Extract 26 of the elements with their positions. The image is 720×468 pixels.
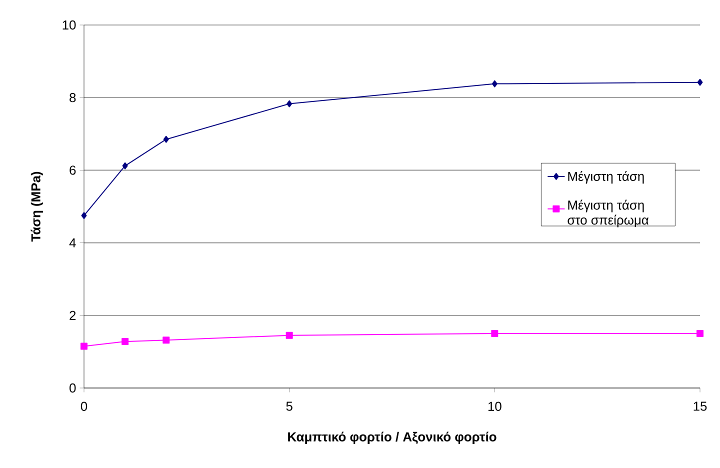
legend-label: Μέγιστη τάση [568,171,644,184]
point [122,338,129,346]
point [80,342,88,350]
point [697,78,703,86]
point [492,80,498,88]
y-tick-label: 10 [62,20,76,30]
y-tick-label: 0 [70,383,76,393]
x-tick-label: 10 [488,402,502,411]
point [491,330,498,338]
x-axis-title: Καμπτικό φορτίο / Αξονικό φορτίο [288,432,496,444]
point [81,212,87,220]
point [162,336,170,344]
x-tick-label: 0 [80,402,88,411]
y-tick-label: 2 [70,310,76,320]
x-tick-label: 15 [694,402,707,411]
y-tick-label: 4 [69,238,76,248]
point [696,330,704,338]
y-axis-title: Τάση (MPa) [30,172,43,242]
y-tick-label: 8 [70,93,76,102]
legend-label: Μέγιστη τάση στο σπείρωμα [568,200,649,228]
point [286,100,292,108]
point [122,162,128,170]
point [163,136,169,143]
x-tick-label: 5 [286,402,292,411]
y-tick-label: 6 [70,166,76,175]
point [286,332,293,339]
